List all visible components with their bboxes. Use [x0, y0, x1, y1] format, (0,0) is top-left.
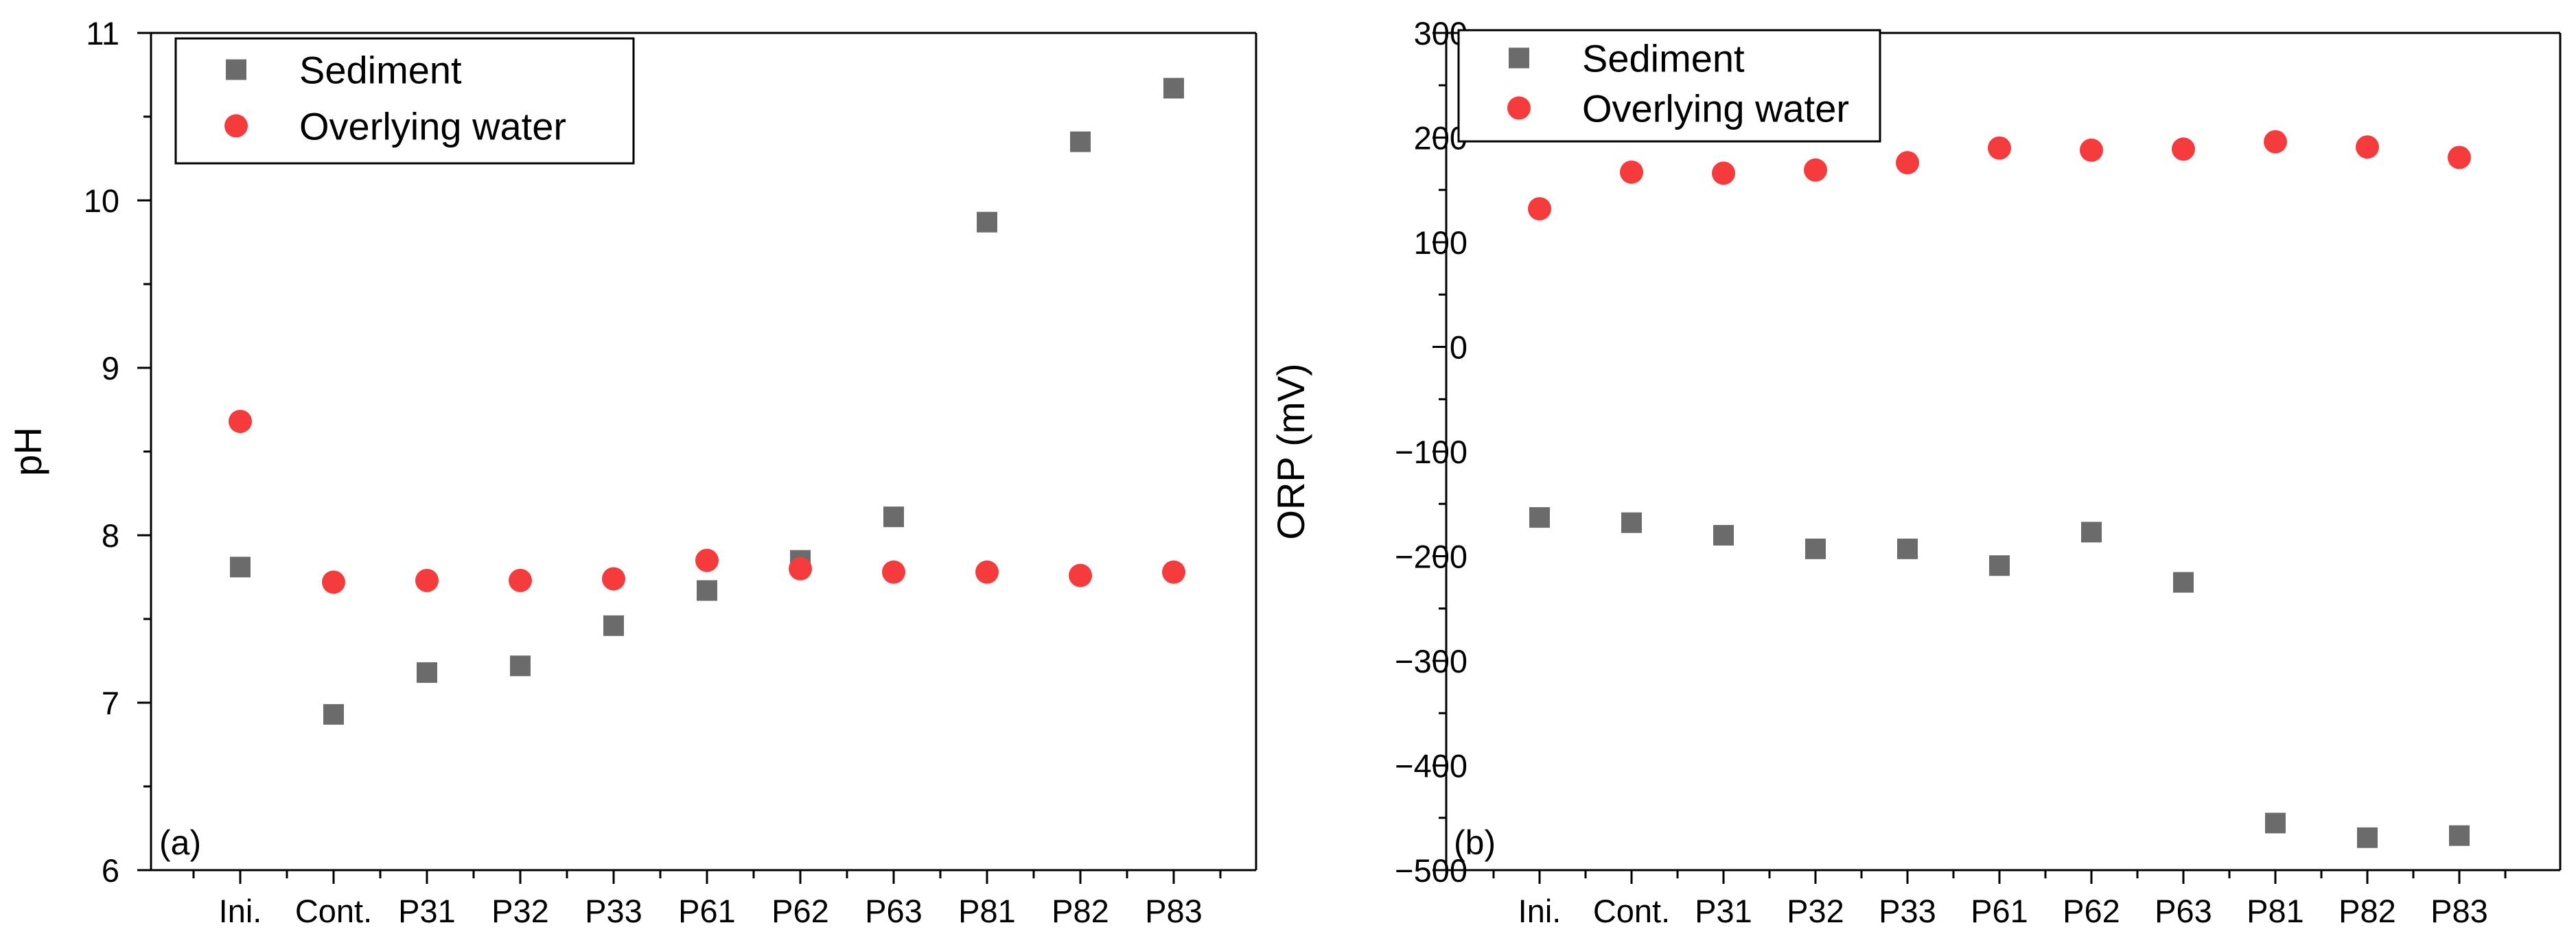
y-tick-label: 100: [1414, 224, 1467, 261]
x-tick-label: P81: [2247, 893, 2304, 929]
y-tick-label: −100: [1395, 434, 1467, 470]
overlying-water-point: [882, 560, 905, 584]
x-tick-label: P83: [1145, 893, 1203, 929]
overlying-water-point: [1896, 151, 1919, 175]
legend-sediment-marker: [1509, 47, 1529, 69]
overlying-water-point: [229, 410, 252, 434]
overlying-water-point: [2080, 138, 2103, 162]
overlying-water-point: [1069, 563, 1092, 587]
y-tick-label: 11: [86, 15, 119, 51]
x-tick-label: Ini.: [1518, 893, 1562, 929]
y-axis-title: ORP (mV): [1269, 363, 1312, 539]
y-tick-label: 9: [102, 350, 119, 386]
y-tick-label: 7: [102, 685, 119, 721]
x-tick-label: P61: [1971, 893, 2028, 929]
overlying-water-point: [2448, 145, 2471, 169]
overlying-water-point: [415, 568, 439, 592]
sediment-point: [2265, 812, 2286, 834]
x-tick-label: Cont.: [1593, 893, 1670, 929]
sediment-point: [603, 615, 624, 636]
legend-sediment-label: Sediment: [299, 49, 462, 92]
legend-sediment-marker: [226, 59, 246, 80]
overlying-water-point: [2356, 135, 2379, 159]
legend-sediment-label: Sediment: [1582, 37, 1745, 80]
sediment-point: [697, 580, 717, 601]
x-tick-label: Ini.: [219, 893, 262, 929]
legend: Sediment Overlying water: [174, 37, 635, 165]
y-tick-label: −400: [1395, 748, 1467, 784]
sediment-point: [1163, 78, 1184, 99]
sediment-point: [510, 655, 531, 677]
x-tick-label: Cont.: [295, 893, 372, 929]
overlying-water-point: [509, 568, 532, 592]
overlying-water-point: [2172, 137, 2195, 161]
x-tick-label: P31: [1695, 893, 1752, 929]
overlying-water-point: [1528, 197, 1551, 221]
sediment-point: [1070, 131, 1091, 152]
panel-label: (b): [1454, 823, 1496, 862]
sediment-point: [883, 506, 904, 528]
x-tick-label: P62: [771, 893, 829, 929]
x-tick-label: P33: [585, 893, 642, 929]
x-tick-label: P31: [398, 893, 456, 929]
legend-overlying-water-label: Overlying water: [1582, 86, 1849, 130]
x-tick-label: P32: [1787, 893, 1844, 929]
overlying-water-point: [1804, 158, 1827, 182]
y-tick-label: 6: [102, 852, 119, 889]
x-tick-label: P82: [2339, 893, 2396, 929]
overlying-water-point: [1712, 161, 1735, 185]
overlying-water-point: [975, 560, 999, 584]
x-tick-label: P61: [678, 893, 736, 929]
overlying-water-point: [695, 548, 719, 572]
y-tick-label: −200: [1395, 539, 1467, 575]
x-tick-label: P32: [491, 893, 549, 929]
sediment-point: [2449, 825, 2470, 846]
sediment-point: [230, 557, 251, 578]
legend-overlying-water-marker: [224, 114, 248, 138]
overlying-water-point: [602, 567, 625, 591]
x-tick-label: P33: [1879, 893, 1936, 929]
x-tick-label: P82: [1052, 893, 1109, 929]
sediment-point: [417, 662, 437, 683]
legend-overlying-water-marker: [1507, 96, 1531, 120]
sediment-point: [1529, 507, 1550, 528]
x-tick-label: P83: [2430, 893, 2488, 929]
legend-overlying-water-label: Overlying water: [299, 104, 566, 148]
legend: Sediment Overlying water: [1457, 29, 1881, 143]
overlying-water-point: [1988, 136, 2011, 160]
sediment-point: [1713, 525, 1734, 546]
x-tick-label: P63: [2155, 893, 2212, 929]
sediment-point: [1621, 512, 1642, 533]
x-tick-label: P62: [2063, 893, 2120, 929]
overlying-water-point: [322, 570, 345, 594]
overlying-water-point: [789, 557, 812, 581]
sediment-point: [323, 704, 344, 725]
sediment-point: [1897, 538, 1918, 559]
overlying-water-point: [2264, 130, 2287, 154]
sediment-point: [977, 211, 997, 233]
overlying-water-point: [1162, 560, 1185, 584]
y-axis-title: pH: [6, 427, 49, 476]
chart-panel-a: 6 7 8 9 10 11 Ini. Cont. P31 P32 P33 P61 P62 P63 P81 P8…: [6, 15, 1257, 929]
sediment-point: [1989, 555, 2010, 576]
sediment-point: [2173, 572, 2194, 593]
y-tick-label: 10: [84, 183, 119, 219]
y-tick-label: −500: [1395, 852, 1467, 889]
y-tick-label: 8: [102, 517, 119, 554]
legend-box: [174, 37, 635, 165]
x-tick-label: P81: [958, 893, 1016, 929]
sediment-point: [2081, 522, 2102, 543]
sediment-point: [1805, 538, 1826, 559]
y-tick-label: −300: [1395, 643, 1467, 679]
overlying-water-point: [1620, 160, 1643, 184]
x-tick-label: P63: [865, 893, 923, 929]
panel-label: (a): [159, 823, 201, 862]
sediment-point: [2357, 827, 2378, 848]
y-tick-label: 0: [1450, 329, 1467, 366]
